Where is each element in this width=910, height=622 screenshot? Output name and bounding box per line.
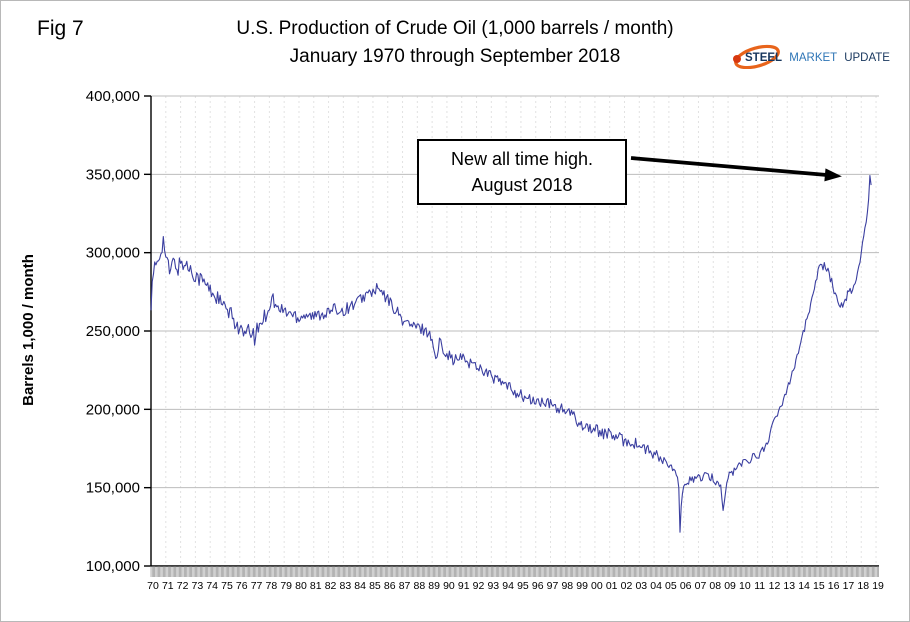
svg-text:90: 90 bbox=[443, 580, 455, 592]
annotation-arrow bbox=[630, 156, 828, 177]
annotation-line1: New all time high. bbox=[450, 149, 594, 169]
svg-text:06: 06 bbox=[680, 580, 692, 592]
svg-text:18: 18 bbox=[857, 580, 869, 592]
svg-text:98: 98 bbox=[561, 580, 573, 592]
svg-text:400,000: 400,000 bbox=[86, 88, 140, 105]
logo-steel-text: STEEL bbox=[745, 52, 782, 64]
production-line bbox=[150, 175, 872, 533]
chart-title: U.S. Production of Crude Oil (1,000 barr… bbox=[1, 15, 909, 71]
svg-text:96: 96 bbox=[532, 580, 544, 592]
svg-text:01: 01 bbox=[606, 580, 618, 592]
svg-text:07: 07 bbox=[695, 580, 707, 592]
svg-text:83: 83 bbox=[340, 580, 352, 592]
svg-text:15: 15 bbox=[813, 580, 825, 592]
svg-text:73: 73 bbox=[192, 580, 204, 592]
svg-text:200,000: 200,000 bbox=[86, 401, 140, 418]
svg-text:300,000: 300,000 bbox=[86, 245, 140, 262]
svg-text:85: 85 bbox=[369, 580, 381, 592]
svg-text:80: 80 bbox=[295, 580, 307, 592]
svg-text:19: 19 bbox=[872, 580, 884, 592]
svg-text:76: 76 bbox=[236, 580, 248, 592]
svg-text:150,000: 150,000 bbox=[86, 480, 140, 497]
svg-text:89: 89 bbox=[428, 580, 440, 592]
svg-text:13: 13 bbox=[783, 580, 795, 592]
svg-text:08: 08 bbox=[709, 580, 721, 592]
svg-text:04: 04 bbox=[650, 580, 662, 592]
svg-text:87: 87 bbox=[399, 580, 411, 592]
svg-text:88: 88 bbox=[413, 580, 425, 592]
svg-text:99: 99 bbox=[576, 580, 588, 592]
logo-dot-icon bbox=[733, 55, 741, 63]
svg-text:12: 12 bbox=[769, 580, 781, 592]
svg-text:78: 78 bbox=[266, 580, 278, 592]
svg-text:84: 84 bbox=[354, 580, 366, 592]
logo-swoosh-icon bbox=[734, 44, 780, 70]
svg-text:86: 86 bbox=[384, 580, 396, 592]
svg-text:17: 17 bbox=[843, 580, 855, 592]
svg-text:00: 00 bbox=[591, 580, 603, 592]
svg-text:79: 79 bbox=[280, 580, 292, 592]
logo-text: STEEL MARKET UPDATE bbox=[745, 52, 890, 64]
svg-text:02: 02 bbox=[621, 580, 633, 592]
logo-graphic: STEEL MARKET UPDATE bbox=[733, 44, 890, 70]
chart-title-line2: January 1970 through September 2018 bbox=[289, 46, 621, 67]
svg-text:03: 03 bbox=[635, 580, 647, 592]
svg-text:11: 11 bbox=[754, 580, 765, 592]
steel-market-update-logo: STEEL MARKET UPDATE bbox=[729, 43, 899, 70]
svg-text:94: 94 bbox=[502, 580, 514, 592]
svg-text:100,000: 100,000 bbox=[86, 558, 140, 575]
svg-text:75: 75 bbox=[221, 580, 233, 592]
svg-text:74: 74 bbox=[206, 580, 218, 592]
svg-text:95: 95 bbox=[517, 580, 529, 592]
svg-text:250,000: 250,000 bbox=[86, 323, 140, 340]
svg-text:93: 93 bbox=[487, 580, 499, 592]
chart-title-line1: U.S. Production of Crude Oil (1,000 barr… bbox=[236, 18, 674, 39]
svg-text:14: 14 bbox=[798, 580, 810, 592]
svg-text:81: 81 bbox=[310, 580, 322, 592]
svg-text:10: 10 bbox=[739, 580, 751, 592]
svg-text:16: 16 bbox=[828, 580, 840, 592]
svg-text:05: 05 bbox=[665, 580, 677, 592]
svg-text:72: 72 bbox=[177, 580, 189, 592]
svg-text:09: 09 bbox=[724, 580, 736, 592]
svg-text:92: 92 bbox=[473, 580, 485, 592]
svg-text:82: 82 bbox=[325, 580, 337, 592]
svg-text:77: 77 bbox=[251, 580, 263, 592]
svg-text:97: 97 bbox=[547, 580, 559, 592]
annotation-arrowhead-icon bbox=[824, 168, 842, 182]
annotation-line2: August 2018 bbox=[471, 175, 573, 195]
svg-text:91: 91 bbox=[458, 580, 470, 592]
figure-number-label: Fig 7 bbox=[37, 17, 84, 40]
annotation-callout: New all time high. August 2018 bbox=[417, 139, 627, 205]
logo-update-text: UPDATE bbox=[844, 52, 890, 64]
svg-text:70: 70 bbox=[147, 580, 159, 592]
svg-text:71: 71 bbox=[162, 580, 174, 592]
logo-market-text: MARKET bbox=[789, 52, 837, 64]
svg-text:350,000: 350,000 bbox=[86, 166, 140, 183]
